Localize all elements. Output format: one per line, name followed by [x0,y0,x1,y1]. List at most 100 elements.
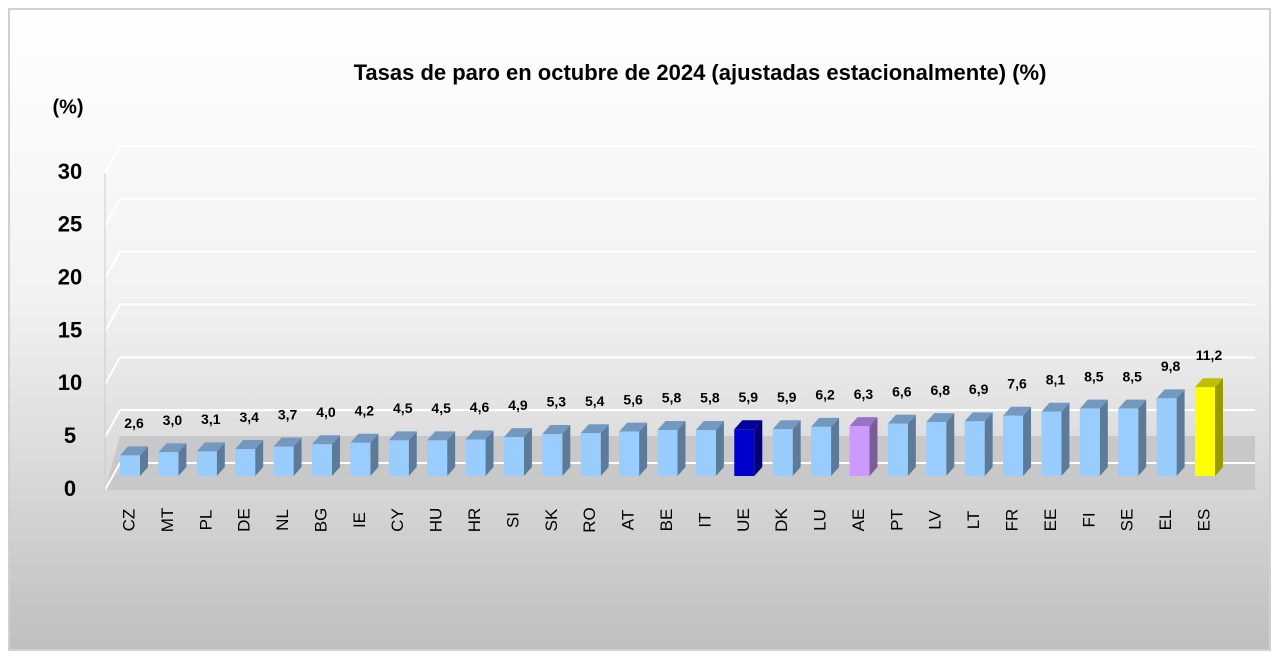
bar-side [293,437,302,476]
value-label: 6,8 [931,382,951,398]
value-label: 8,1 [1046,372,1066,388]
bar-top [427,431,456,441]
bar-top [811,417,840,427]
bar-top [964,412,993,422]
bar [811,426,832,476]
bar-top [158,443,187,453]
bar-top [388,431,417,441]
bar [427,440,448,476]
bar-top [1195,378,1223,388]
value-label: 3,1 [201,411,221,427]
grid-line-side [104,462,121,491]
bar-top [619,422,648,432]
bar [1079,408,1100,476]
bar-side [1176,389,1185,476]
bar-side [562,424,571,476]
bar-side [178,443,187,476]
grid-line-side [104,409,121,438]
bar [542,433,563,476]
bar [1118,408,1139,476]
bar-top [503,428,532,438]
x-tick-label: AT [619,510,638,530]
bar [503,437,524,476]
bar-side [370,433,379,476]
y-tick-label: 0 [64,476,76,501]
y-tick-label: 20 [58,264,82,289]
bar-side [1023,406,1032,476]
value-label: 3,4 [239,409,259,425]
x-tick-label: HU [427,508,446,533]
bar [849,426,870,476]
x-tick-label: SK [542,508,561,531]
bar-side [408,431,417,476]
y-tick-label: 10 [58,370,82,395]
bar-side [523,428,532,476]
x-tick-label: UE [734,508,753,532]
bar-top [695,421,724,431]
bar-top [1079,399,1108,409]
value-label: 3,7 [278,406,298,422]
grid-line-side [104,251,121,280]
bar [580,433,601,476]
value-label: 4,6 [470,399,490,415]
x-tick-label: NL [273,509,292,531]
x-tick-label: LV [926,510,945,530]
x-tick-label: IE [350,512,369,528]
bar [1195,387,1215,476]
value-label: 5,8 [700,390,720,406]
value-label: 5,9 [739,389,759,405]
bar [695,430,716,476]
bar-side [1138,399,1147,476]
value-label: 6,3 [854,386,874,402]
bar [388,440,409,476]
x-tick-label: IT [695,512,714,527]
grid-line-side [104,304,121,332]
value-label: 6,6 [892,383,912,399]
x-tick-label: CZ [119,509,138,532]
bar-top [1041,402,1070,412]
bar-side [1099,399,1108,476]
bar-top [849,417,878,427]
x-tick-label: LU [811,509,830,531]
bar-top [887,414,916,424]
bar-side [754,420,763,476]
bar-side [331,435,340,476]
bar-top [926,413,955,423]
bar-top [1118,399,1147,409]
value-label: 3,0 [163,412,183,428]
bar-top [350,433,379,443]
x-tick-label: FR [1003,509,1022,532]
bar-top [273,437,302,447]
bar-side [677,421,686,476]
bar-top [772,420,801,430]
x-tick-label: BG [311,508,330,533]
value-label: 5,8 [662,390,682,406]
grid-line-side [104,198,121,227]
bar [120,455,140,476]
bar-side [447,431,456,476]
bar-side [907,414,916,476]
x-tick-label: CY [388,508,407,532]
value-label: 5,4 [585,393,605,409]
value-label: 11,2 [1196,347,1223,363]
value-label: 8,5 [1084,368,1104,384]
chart-frame [8,8,1271,651]
value-label: 6,2 [815,387,835,403]
bar [1003,415,1024,476]
value-label: 7,6 [1007,375,1027,391]
bar [1156,398,1177,476]
chart-title: Tasas de paro en octubre de 2024 (ajusta… [354,60,1047,85]
y-axis-label: (%) [52,96,83,118]
value-label: 4,5 [393,400,413,416]
bar-side [984,412,993,476]
bar-side [946,413,955,476]
y-tick-label: 30 [58,159,82,184]
bar-top [734,420,763,430]
bar-top [542,424,571,434]
bar [964,421,985,476]
y-tick-label: 15 [58,317,82,342]
bar-side [216,442,225,476]
x-tick-label: EL [1156,510,1175,531]
bar-side [1061,402,1070,476]
